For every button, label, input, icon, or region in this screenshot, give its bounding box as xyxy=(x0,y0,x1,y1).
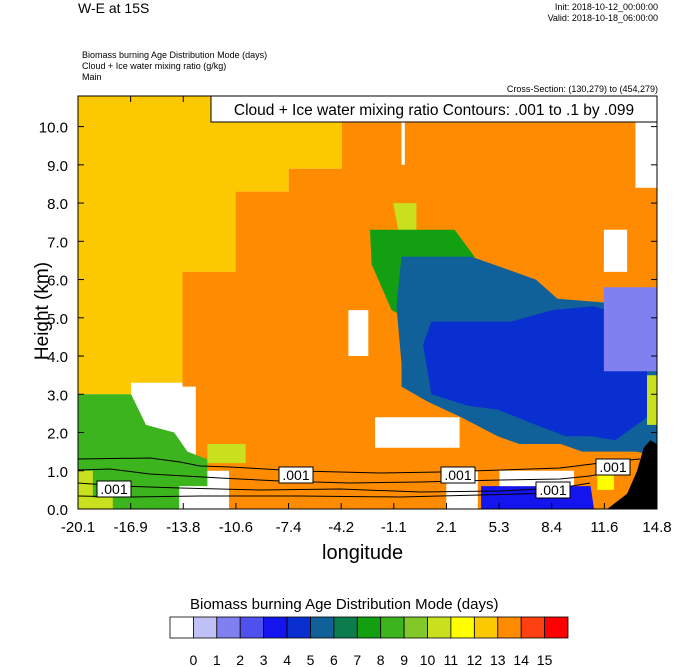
colorbar-label: 12 xyxy=(467,652,483,667)
valid-time: Valid: 2018-10-18_06:00:00 xyxy=(547,13,658,23)
x-tick-label: -16.9 xyxy=(114,519,148,536)
region-age-0 xyxy=(348,310,369,356)
axes: -20.1 -16.9 -13.8 -10.6 -7.4 -4.2 -1.1 2.1 5.3 8.… xyxy=(39,96,672,536)
contour-info-box: Cloud + Ice water mixing ratio Contours:… xyxy=(210,95,658,123)
contour-label-box xyxy=(96,480,132,498)
y-tick-label: 3.0 xyxy=(47,387,68,404)
colorbar-swatch xyxy=(216,616,241,639)
colorbar-title: Biomass burning Age Distribution Mode (d… xyxy=(190,596,499,613)
page-title: W-E at 15S xyxy=(78,0,150,16)
x-tick-label: 8.4 xyxy=(541,519,562,536)
colorbar-label: 3 xyxy=(260,652,268,667)
colorbar-label: 4 xyxy=(283,652,291,667)
x-tick-label: 14.8 xyxy=(642,519,671,536)
colorbar-label: 2 xyxy=(236,652,244,667)
y-tick-label: 6.0 xyxy=(47,273,68,290)
colorbar-swatch xyxy=(450,616,475,639)
field-label-biomass: Biomass burning Age Distribution Mode (d… xyxy=(82,50,268,60)
init-time: Init: 2018-10-12_00:00:00 xyxy=(554,2,658,12)
cross-section-label: Cross-Section: (130,279) to (454,279) xyxy=(506,84,658,94)
colorbar: 0 1 2 3 4 5 6 7 8 9 10 11 12 13 14 15 xyxy=(169,616,569,667)
contour-label: .001 xyxy=(100,481,127,497)
x-tick-label: 11.6 xyxy=(590,519,618,536)
x-tick-label: -1.1 xyxy=(381,519,407,536)
y-tick-label: 7.0 xyxy=(47,234,68,251)
x-tick-label: -20.1 xyxy=(61,519,95,536)
colorbar-swatch xyxy=(310,616,335,639)
colorbar-swatch xyxy=(473,616,499,639)
y-tick-label: 0.0 xyxy=(47,502,68,519)
y-tick-label: 1.0 xyxy=(47,464,68,481)
field-label-cloud: Cloud + Ice water mixing ratio (g/kg) xyxy=(82,61,227,71)
contour-info-text: Cloud + Ice water mixing ratio Contours:… xyxy=(234,102,634,119)
contour-label-box xyxy=(278,466,314,484)
colorbar-label: 5 xyxy=(307,652,315,667)
region-age-0 xyxy=(375,417,460,448)
colorbar-label: 14 xyxy=(513,652,529,667)
colorbar-label: 13 xyxy=(490,652,506,667)
colorbar-label: 11 xyxy=(444,652,459,667)
colorbar-swatch xyxy=(497,616,522,639)
y-tick-label: 10.0 xyxy=(39,120,68,137)
colorbar-swatch xyxy=(286,616,311,639)
contour-info-frame xyxy=(210,95,658,123)
region-age-11-upper xyxy=(207,444,246,464)
x-tick-label: 5.3 xyxy=(489,519,510,536)
heatmap-regions xyxy=(78,96,657,509)
colorbar-label: 0 xyxy=(190,652,198,667)
colorbar-swatch xyxy=(239,616,264,639)
region-age-11-upper xyxy=(393,203,417,234)
colorbar-label: 6 xyxy=(330,652,338,667)
colorbar-swatch xyxy=(356,616,382,639)
x-tick-label: -4.2 xyxy=(328,519,354,536)
contour-label-box xyxy=(535,481,571,499)
colorbar-label: 1 xyxy=(213,652,221,667)
contour-label: .001 xyxy=(282,467,309,483)
region-terrain xyxy=(607,440,657,509)
colorbar-label: 9 xyxy=(400,652,408,667)
colorbar-swatch xyxy=(169,616,194,639)
region-age-2 xyxy=(603,287,657,372)
y-tick-label: 2.0 xyxy=(47,426,68,443)
colorbar-swatch xyxy=(544,616,569,639)
y-tick-label: 8.0 xyxy=(47,196,68,213)
colorbar-label: 7 xyxy=(353,652,361,667)
y-tick-label: 4.0 xyxy=(47,349,68,366)
colorbar-swatch xyxy=(333,616,358,639)
region-age-11-upper xyxy=(78,470,113,509)
colorbar-swatch xyxy=(403,616,428,639)
x-tick-label: -13.8 xyxy=(166,519,200,536)
y-tick-label: 9.0 xyxy=(47,158,68,175)
region-age-13 xyxy=(78,96,342,395)
x-tick-label: 2.1 xyxy=(436,519,457,536)
colorbar-label: 8 xyxy=(377,652,385,667)
contour-label-box xyxy=(440,466,476,484)
contour-label-box xyxy=(595,458,631,476)
x-tick-label: -10.6 xyxy=(219,519,253,536)
region-age-11-right xyxy=(647,375,657,425)
contour-label: .001 xyxy=(539,482,566,498)
x-axis-label: longitude xyxy=(322,542,404,564)
colorbar-swatch xyxy=(192,616,218,639)
region-age-5 xyxy=(423,306,647,441)
contour-label: .001 xyxy=(599,459,626,475)
contour-labels: .001 .001 .001 .001 .001 xyxy=(96,458,631,499)
x-tick-label: -7.4 xyxy=(276,519,302,536)
colorbar-swatch xyxy=(520,616,546,639)
colorbar-label: 15 xyxy=(537,652,553,667)
colorbar-swatch xyxy=(427,616,452,639)
region-age-9-green xyxy=(78,394,208,509)
field-label-main: Main xyxy=(82,72,102,82)
region-age-0 xyxy=(603,229,628,272)
region-age-0 xyxy=(635,115,657,188)
colorbar-label: 10 xyxy=(420,652,436,667)
colorbar-swatch xyxy=(380,616,405,639)
contour-label: .001 xyxy=(444,467,471,483)
colorbar-swatch xyxy=(263,616,288,639)
y-tick-label: 5.0 xyxy=(47,311,68,328)
contour-line xyxy=(78,468,611,484)
